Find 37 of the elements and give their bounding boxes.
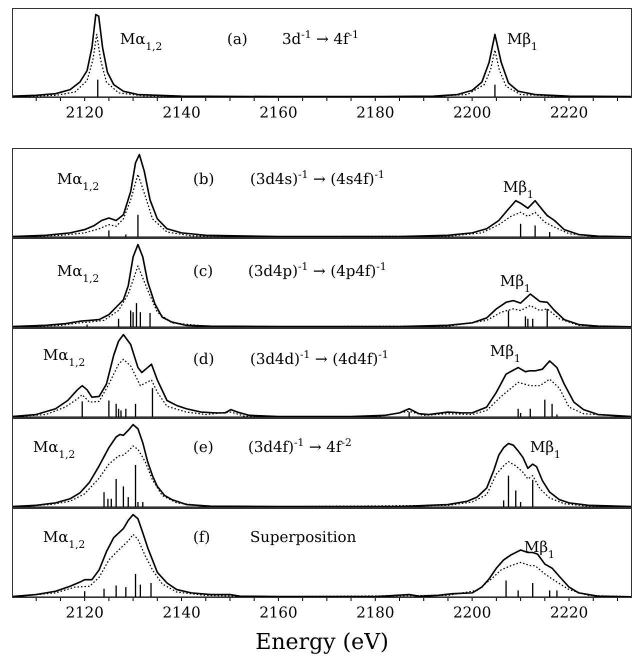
annotation: (3d4f)$^{-1}$ → 4f$^{-2}$	[248, 437, 352, 456]
annotation: (b)	[193, 170, 214, 188]
annotation: Mβ$_{1}$	[524, 538, 555, 561]
x-tick-label: 2220	[550, 604, 588, 622]
x-tick-label: 2200	[453, 604, 492, 622]
x-tick-label: 2160	[259, 104, 298, 122]
annotation: (3d4p)$^{-1}$ → (4p4f)$^{-1}$	[248, 261, 387, 280]
annotation: Mβ$_{1}$	[500, 272, 531, 295]
annotation: (d)	[193, 350, 214, 368]
x-tick-label: 2180	[356, 604, 394, 622]
annotation: (3d4d)$^{-1}$ → (4d4f)$^{-1}$	[250, 349, 389, 368]
annotation: (c)	[193, 262, 214, 280]
annotation: (f)	[193, 528, 210, 546]
x-tick-label: 2140	[162, 604, 201, 622]
x-tick-label: 2160	[259, 604, 298, 622]
annotation: Mα$_{1,2}$	[57, 170, 100, 193]
annotation: Mα$_{1,2}$	[120, 30, 162, 53]
x-axis-title: Energy (eV)	[255, 630, 389, 655]
annotation: Mβ$_{1}$	[503, 178, 534, 201]
annotation: (3d4s)$^{-1}$ → (4s4f)$^{-1}$	[250, 169, 385, 188]
x-tick-label: 2180	[356, 104, 394, 122]
annotation: Mα$_{1,2}$	[43, 528, 86, 551]
x-tick-label: 2120	[66, 604, 104, 622]
annotation: Mβ$_{1}$	[490, 342, 521, 365]
annotation: Mα$_{1,2}$	[57, 262, 100, 285]
annotation: Superposition	[250, 528, 357, 546]
annotation: Mα$_{1,2}$	[33, 438, 76, 461]
annotation: (a)	[227, 30, 248, 48]
annotation: 3d$^{-1}$ → 4f$^{-1}$	[282, 29, 359, 48]
x-tick-label: 2140	[162, 104, 201, 122]
annotation: Mα$_{1,2}$	[43, 346, 86, 369]
annotation: (e)	[193, 438, 214, 456]
annotation: Mβ$_{1}$	[507, 30, 538, 53]
x-tick-label: 2200	[453, 104, 492, 122]
x-tick-label: 2120	[66, 104, 104, 122]
x-tick-label: 2220	[550, 104, 588, 122]
annotation: Mβ$_{1}$	[530, 438, 561, 461]
